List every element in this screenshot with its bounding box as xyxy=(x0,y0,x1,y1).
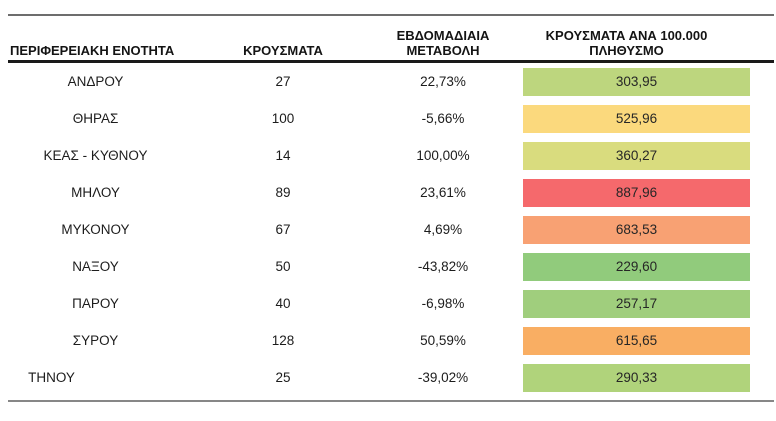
cases-value: 128 xyxy=(271,333,295,348)
per-100k-cell: 257,17 xyxy=(503,289,774,318)
cases-value: 67 xyxy=(275,222,291,237)
region-name: ΣΥΡΟΥ xyxy=(72,333,119,348)
per-100k-cell: 290,33 xyxy=(503,363,774,392)
per-100k-cell: 303,95 xyxy=(503,67,774,96)
column-header-region: ΠΕΡΙΦΕΡΕΙΑΚΗ ΕΝΟΤΗΤΑ xyxy=(10,43,175,58)
table-header-row: ΠΕΡΙΦΕΡΕΙΑΚΗ ΕΝΟΤΗΤΑ ΚΡΟΥΣΜΑΤΑ ΕΒΔΟΜΑΔΙΑ… xyxy=(8,16,774,63)
per-100k-cell: 887,96 xyxy=(503,178,774,207)
covid-region-table: ΠΕΡΙΦΕΡΕΙΑΚΗ ΕΝΟΤΗΤΑ ΚΡΟΥΣΜΑΤΑ ΕΒΔΟΜΑΔΙΑ… xyxy=(8,14,774,402)
table-row: ΣΥΡΟΥ 128 50,59% 615,65 xyxy=(8,322,774,359)
per-100k-cell: 229,60 xyxy=(503,252,774,281)
per-100k-heatmap-badge: 360,27 xyxy=(523,141,750,170)
per-100k-heatmap-badge: 887,96 xyxy=(523,178,750,207)
weekly-change-value: 100,00% xyxy=(416,148,470,163)
per-100k-cell: 360,27 xyxy=(503,141,774,170)
table-row: ΜΗΛΟΥ 89 23,61% 887,96 xyxy=(8,174,774,211)
table-row: ΜΥΚΟΝΟΥ 67 4,69% 683,53 xyxy=(8,211,774,248)
weekly-change-value: 50,59% xyxy=(420,333,466,348)
cases-value: 25 xyxy=(275,370,291,385)
per-100k-heatmap-badge: 525,96 xyxy=(523,104,750,133)
per-100k-cell: 615,65 xyxy=(503,326,774,355)
per-100k-cell: 525,96 xyxy=(503,104,774,133)
column-header-cases: ΚΡΟΥΣΜΑΤΑ xyxy=(243,43,323,58)
column-header-per-100k: ΚΡΟΥΣΜΑΤΑ ΑΝΑ 100.000 ΠΛΗΘΥΣΜΟ xyxy=(545,28,708,58)
per-100k-heatmap-badge: 257,17 xyxy=(523,289,750,318)
weekly-change-value: -5,66% xyxy=(421,111,465,126)
weekly-change-value: 23,61% xyxy=(420,185,466,200)
table-rows: ΑΝΔΡΟΥ 27 22,73% 303,95 ΘΗΡΑΣ 100 -5,66%… xyxy=(8,63,774,400)
cases-value: 40 xyxy=(275,296,291,311)
weekly-change-value: 22,73% xyxy=(420,74,466,89)
region-name: ΝΑΞΟΥ xyxy=(72,259,119,274)
table-row: ΝΑΞΟΥ 50 -43,82% 229,60 xyxy=(8,248,774,285)
table-row: ΠΑΡΟΥ 40 -6,98% 257,17 xyxy=(8,285,774,322)
region-name: ΜΥΚΟΝΟΥ xyxy=(61,222,130,237)
per-100k-heatmap-badge: 303,95 xyxy=(523,67,750,96)
per-100k-heatmap-badge: 229,60 xyxy=(523,252,750,281)
region-name: ΠΑΡΟΥ xyxy=(72,296,119,311)
weekly-change-value: -43,82% xyxy=(417,259,469,274)
table-row: ΘΗΡΑΣ 100 -5,66% 525,96 xyxy=(8,100,774,137)
weekly-change-value: -39,02% xyxy=(417,370,469,385)
cases-value: 27 xyxy=(275,74,291,89)
table-row: ΑΝΔΡΟΥ 27 22,73% 303,95 xyxy=(8,63,774,100)
region-name: ΑΝΔΡΟΥ xyxy=(67,74,124,89)
column-header-weekly-change: ΕΒΔΟΜΑΔΙΑΙΑ ΜΕΤΑΒΟΛΗ xyxy=(396,28,490,58)
table-row: ΤΗΝΟΥ 25 -39,02% 290,33 xyxy=(8,359,774,396)
per-100k-heatmap-badge: 683,53 xyxy=(523,215,750,244)
cases-value: 50 xyxy=(275,259,291,274)
region-name: ΘΗΡΑΣ xyxy=(72,111,119,126)
cases-value: 14 xyxy=(275,148,291,163)
table-row: ΚΕΑΣ - ΚΥΘΝΟΥ 14 100,00% 360,27 xyxy=(8,137,774,174)
region-name: ΤΗΝΟΥ xyxy=(28,370,75,385)
weekly-change-value: 4,69% xyxy=(423,222,463,237)
region-name: ΜΗΛΟΥ xyxy=(71,185,120,200)
cases-value: 100 xyxy=(271,111,295,126)
per-100k-heatmap-badge: 615,65 xyxy=(523,326,750,355)
per-100k-heatmap-badge: 290,33 xyxy=(523,363,750,392)
weekly-change-value: -6,98% xyxy=(421,296,465,311)
per-100k-cell: 683,53 xyxy=(503,215,774,244)
region-name: ΚΕΑΣ - ΚΥΘΝΟΥ xyxy=(43,148,148,163)
cases-value: 89 xyxy=(275,185,291,200)
